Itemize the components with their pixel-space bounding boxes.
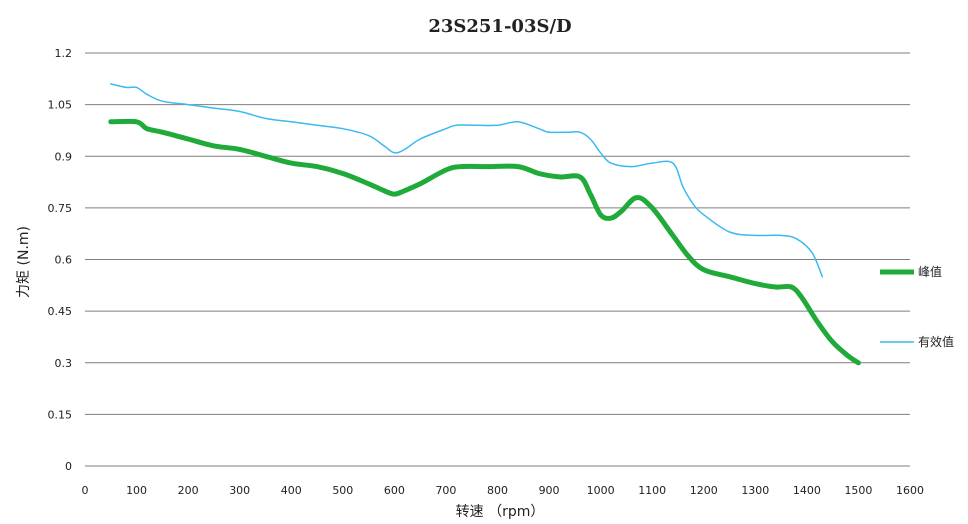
x-tick-label: 200: [178, 484, 199, 497]
y-tick-label: 0.9: [55, 150, 73, 163]
x-tick-label: 1300: [741, 484, 769, 497]
legend-label-0: 峰值: [918, 264, 942, 279]
y-tick-label: 0.3: [55, 357, 73, 370]
x-tick-label: 0: [82, 484, 89, 497]
x-tick-label: 1100: [638, 484, 666, 497]
y-tick-label: 0.15: [48, 408, 73, 421]
y-tick-label: 0.45: [48, 305, 73, 318]
y-tick-label: 0.75: [48, 202, 73, 215]
x-tick-label: 1000: [587, 484, 615, 497]
x-tick-label: 300: [229, 484, 250, 497]
series-line-0: [108, 118, 861, 366]
x-tick-label: 1200: [690, 484, 718, 497]
x-tick-label: 700: [435, 484, 456, 497]
y-axis-ticks: 0 0.15 0.3 0.45 0.6 0.75 0.9 1.05 1.2: [48, 47, 73, 473]
x-tick-label: 800: [487, 484, 508, 497]
x-tick-label: 400: [281, 484, 302, 497]
x-axis-ticks: 0 100 200 300 400 500 600 700 800 900 1000 1100 1200…: [82, 484, 925, 497]
x-tick-label: 500: [332, 484, 353, 497]
y-tick-label: 0.6: [55, 254, 73, 267]
legend-label-1: 有效值: [918, 334, 954, 349]
y-tick-label: 0: [65, 460, 72, 473]
x-axis-label: 转速 （rpm）: [456, 504, 545, 520]
x-tick-label: 900: [539, 484, 560, 497]
x-tick-label: 100: [126, 484, 147, 497]
x-tick-label: 1500: [844, 484, 872, 497]
series-lines: [108, 83, 861, 366]
x-tick-label: 1400: [793, 484, 821, 497]
grid-lines: [85, 52, 910, 467]
y-tick-label: 1.05: [48, 99, 73, 112]
y-tick-label: 1.2: [55, 47, 73, 60]
chart-title: 23S251-03S/D: [428, 16, 571, 37]
y-axis-label: 力矩 (N.m): [16, 226, 32, 298]
x-tick-label: 600: [384, 484, 405, 497]
series-line-1: [110, 83, 824, 278]
x-tick-label: 1600: [896, 484, 924, 497]
